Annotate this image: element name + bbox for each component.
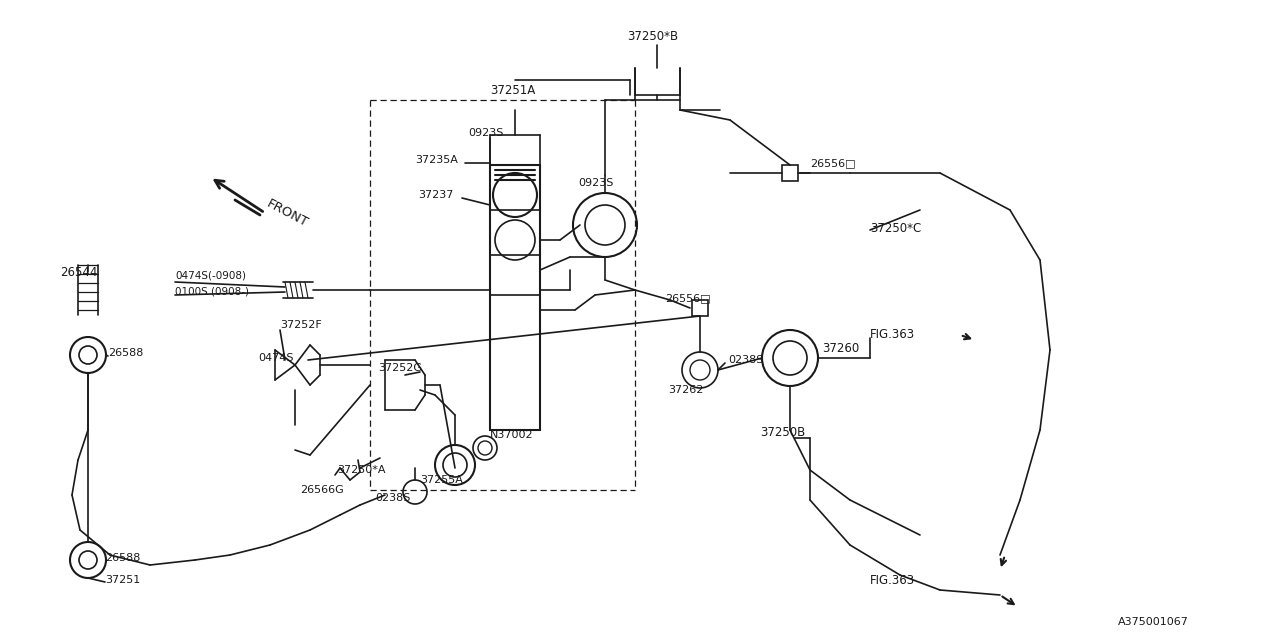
Text: 0238S: 0238S (375, 493, 411, 503)
Text: 26588: 26588 (105, 553, 141, 563)
Bar (490, 165, 540, 430)
Text: N37002: N37002 (490, 430, 534, 440)
Text: 37255A: 37255A (420, 475, 463, 485)
Text: 26544: 26544 (60, 266, 97, 278)
Text: 37237: 37237 (419, 190, 453, 200)
Text: 37250B: 37250B (760, 426, 805, 438)
Text: 37250*C: 37250*C (870, 221, 922, 234)
Text: 37251A: 37251A (490, 83, 535, 97)
Text: 37252F: 37252F (280, 320, 321, 330)
Bar (782, 165, 797, 181)
Text: 0238S: 0238S (728, 355, 763, 365)
Text: 26566G: 26566G (300, 485, 344, 495)
Text: FRONT: FRONT (264, 197, 310, 230)
Text: FIG.363: FIG.363 (870, 328, 915, 342)
Text: 26556□: 26556□ (810, 158, 855, 168)
Text: 37252G: 37252G (378, 363, 422, 373)
Text: 37250*A: 37250*A (337, 465, 385, 475)
Text: 37251: 37251 (105, 575, 141, 585)
Text: 0474S: 0474S (259, 353, 293, 363)
Text: 0923S: 0923S (579, 178, 613, 188)
Text: 26556□: 26556□ (666, 293, 710, 303)
Text: 0100S (0908-): 0100S (0908-) (175, 286, 250, 296)
Text: 37262: 37262 (668, 385, 704, 395)
Text: 37250*B: 37250*B (627, 29, 678, 42)
Text: A375001067: A375001067 (1117, 617, 1189, 627)
Bar (692, 300, 708, 316)
Text: 37260: 37260 (822, 342, 859, 355)
Text: 37235A: 37235A (415, 155, 458, 165)
Text: 0474S(-0908): 0474S(-0908) (175, 271, 246, 281)
Text: FIG.363: FIG.363 (870, 573, 915, 586)
Text: 26588: 26588 (108, 348, 143, 358)
Text: 0923S: 0923S (468, 128, 503, 138)
